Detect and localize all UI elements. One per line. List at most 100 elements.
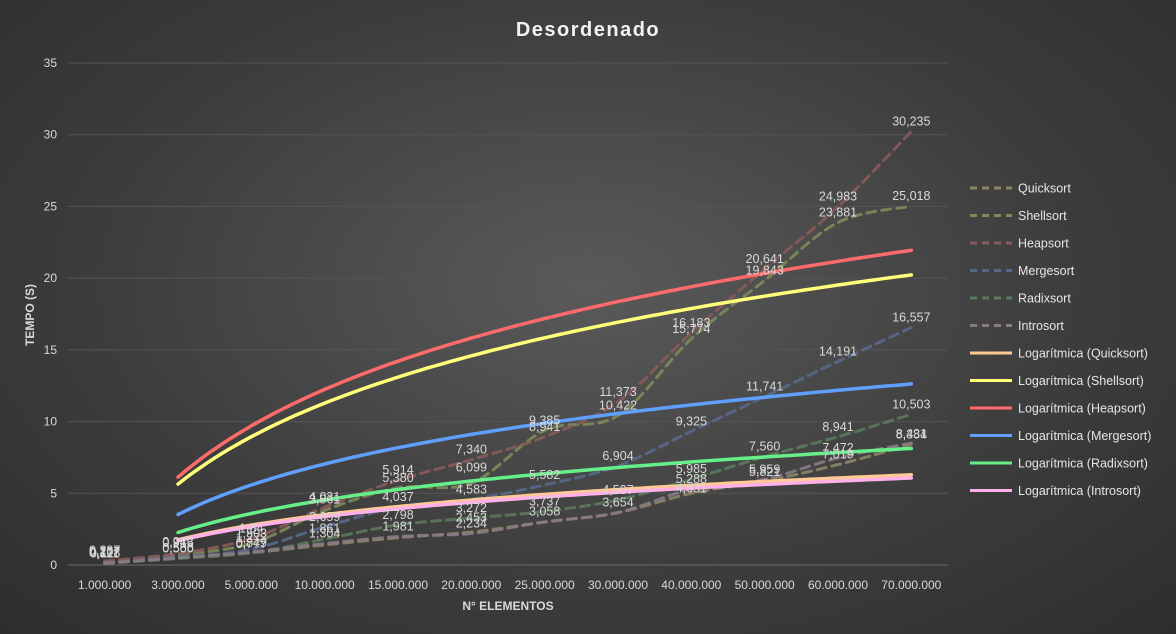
legend-label: Introsort	[1018, 319, 1064, 333]
data-label: 14,191	[819, 344, 857, 358]
y-tick-label: 10	[44, 415, 58, 429]
series-line	[103, 441, 913, 565]
data-label: 11,741	[746, 380, 783, 394]
data-label: 1,981	[382, 520, 413, 534]
data-label: 10,422	[599, 399, 637, 413]
data-label: 20,641	[746, 252, 784, 266]
y-tick-label: 0	[50, 558, 57, 572]
x-axis-title: N° ELEMENTOS	[462, 599, 553, 613]
legend-label: Logarítmica (Mergesort)	[1018, 429, 1151, 443]
data-label: 3,654	[602, 496, 633, 510]
data-label: 1,304	[309, 526, 340, 540]
legend-label: Quicksort	[1018, 182, 1071, 196]
y-tick-label: 15	[44, 343, 58, 357]
x-tick-label: 20.000.000	[441, 578, 501, 592]
data-label: 5,288	[676, 472, 707, 486]
data-label: 5,380	[382, 471, 413, 485]
data-label: 1,273	[236, 531, 267, 545]
x-tick-label: 60.000.000	[808, 578, 868, 592]
data-label: 0,128	[89, 546, 120, 560]
data-label: 4,037	[382, 490, 413, 504]
x-tick-label: 5.000.000	[225, 578, 279, 592]
data-label: 2,234	[456, 516, 487, 530]
data-label: 24,983	[819, 190, 857, 204]
y-axis-title: TEMPO (S)	[23, 284, 37, 346]
x-axis-ticks: 1.000.000 3.000.000 5.000.000 10.000.000 15.…	[78, 578, 942, 592]
data-label: 10,503	[892, 397, 930, 411]
data-label: 3,272	[456, 501, 487, 515]
x-tick-label: 10.000.000	[295, 578, 355, 592]
legend-label: Logarítmica (Heapsort)	[1018, 402, 1146, 416]
data-label: 3,737	[529, 494, 560, 508]
data-label: 2,798	[382, 508, 413, 522]
data-label: 0,777	[236, 537, 267, 551]
trendline	[176, 248, 914, 479]
data-label: 19,843	[746, 263, 784, 277]
data-label: 0,207	[89, 545, 120, 559]
data-label: 11,373	[599, 385, 636, 399]
legend-label: Radixsort	[1018, 292, 1071, 306]
data-label: 4,631	[676, 482, 707, 496]
y-tick-label: 25	[44, 199, 58, 213]
y-tick-label: 5	[50, 486, 57, 500]
trendline	[176, 446, 914, 535]
legend-label: Mergesort	[1018, 264, 1075, 278]
data-label: 16,183	[672, 316, 710, 330]
legend: Quicksort Shellsort Heapsort Mergesort Radix…	[970, 182, 1151, 498]
data-label: 0,849	[236, 536, 267, 550]
data-label: 1,861	[309, 521, 340, 535]
data-label: 2,659	[309, 510, 340, 524]
data-label: 5,914	[382, 463, 413, 477]
data-label: 8,431	[896, 427, 927, 441]
chart-title: Desordenado	[516, 19, 660, 41]
data-label: 0,943	[162, 535, 193, 549]
legend-label: Heapsort	[1018, 237, 1069, 251]
series-lines	[103, 129, 914, 565]
x-tick-label: 30.000.000	[588, 578, 648, 592]
data-label: 7,019	[822, 447, 853, 461]
y-tick-label: 30	[44, 128, 58, 142]
y-axis-ticks: 0 5 10 15 20 25 30 35	[44, 56, 58, 572]
data-label: 23,881	[819, 205, 857, 219]
data-label: 6,904	[602, 449, 633, 463]
series-line	[103, 326, 913, 565]
x-tick-label: 3.000.000	[151, 578, 205, 592]
data-label: 2,453	[456, 511, 487, 525]
x-tick-label: 1.000.000	[78, 578, 132, 592]
series-line	[103, 129, 913, 563]
data-label: 3,861	[309, 493, 340, 507]
data-label: 15,774	[672, 322, 710, 336]
trendline	[176, 273, 914, 486]
x-tick-label: 70.000.000	[881, 578, 941, 592]
series-line	[103, 412, 913, 565]
data-label: 3,058	[529, 504, 560, 518]
data-label: 5,985	[676, 462, 707, 476]
data-label: 9,385	[529, 413, 560, 427]
data-label: 1,84	[239, 522, 263, 536]
data-label: 4,583	[456, 482, 487, 496]
gridlines	[68, 62, 948, 566]
trendline	[176, 476, 914, 543]
data-label: 8,384	[896, 428, 927, 442]
legend-label: Logarítmica (Introsort)	[1018, 484, 1141, 498]
data-label: 4,031	[309, 490, 340, 504]
y-tick-label: 20	[44, 271, 58, 285]
data-label: 9,325	[676, 414, 707, 428]
data-label: 5,959	[749, 463, 780, 477]
x-tick-label: 50.000.000	[735, 578, 795, 592]
data-label: 7,340	[456, 443, 487, 457]
data-label: 6,099	[456, 461, 487, 475]
x-tick-label: 40.000.000	[661, 578, 721, 592]
data-label: 7,472	[822, 441, 853, 455]
data-label: 0,287	[89, 544, 120, 558]
data-label: 25,018	[892, 189, 930, 203]
y-tick-label: 35	[44, 56, 58, 70]
trendline	[176, 382, 914, 517]
data-label: 0,916	[162, 536, 193, 550]
data-label: 4,537	[602, 483, 633, 497]
x-tick-label: 25.000.000	[515, 578, 575, 592]
data-label: 30,235	[892, 114, 930, 128]
data-label: 8,941	[529, 420, 560, 434]
